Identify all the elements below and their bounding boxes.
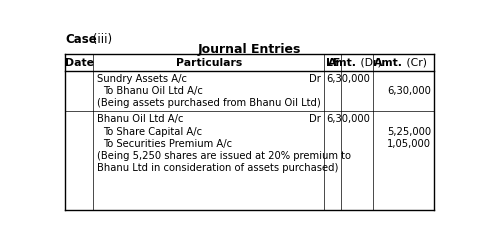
Text: Sundry Assets A/c: Sundry Assets A/c <box>96 74 187 84</box>
Text: To Bhanu Oil Ltd A/c: To Bhanu Oil Ltd A/c <box>103 86 203 96</box>
Text: 6,30,000: 6,30,000 <box>388 86 431 96</box>
Text: Journal Entries: Journal Entries <box>198 43 301 56</box>
Text: To Securities Premium A/c: To Securities Premium A/c <box>103 139 232 149</box>
Text: Bhanu Oil Ltd A/c: Bhanu Oil Ltd A/c <box>96 114 183 124</box>
Text: Bhanu Ltd in consideration of assets purchased): Bhanu Ltd in consideration of assets pur… <box>96 163 338 173</box>
Text: To Share Capital A/c: To Share Capital A/c <box>103 127 202 136</box>
Text: 1,05,000: 1,05,000 <box>387 139 431 149</box>
Text: Dr: Dr <box>309 114 320 124</box>
Text: Amt.: Amt. <box>375 58 403 68</box>
Text: 6,30,000: 6,30,000 <box>326 114 370 124</box>
Text: Dr: Dr <box>309 74 320 84</box>
Text: 6,30,000: 6,30,000 <box>326 74 370 84</box>
Text: (Dr): (Dr) <box>357 58 382 68</box>
Text: (iii): (iii) <box>89 33 112 46</box>
Text: Particulars: Particulars <box>176 58 242 68</box>
Text: Case: Case <box>66 33 97 46</box>
Text: (Being 5,250 shares are issued at 20% premium to: (Being 5,250 shares are issued at 20% pr… <box>96 151 351 161</box>
Text: Date: Date <box>65 58 94 68</box>
Text: (Cr): (Cr) <box>403 58 428 68</box>
Text: LF: LF <box>326 58 340 68</box>
Text: (Being assets purchased from Bhanu Oil Ltd): (Being assets purchased from Bhanu Oil L… <box>96 98 320 108</box>
Text: Amt.: Amt. <box>328 58 357 68</box>
Text: 5,25,000: 5,25,000 <box>387 127 431 136</box>
